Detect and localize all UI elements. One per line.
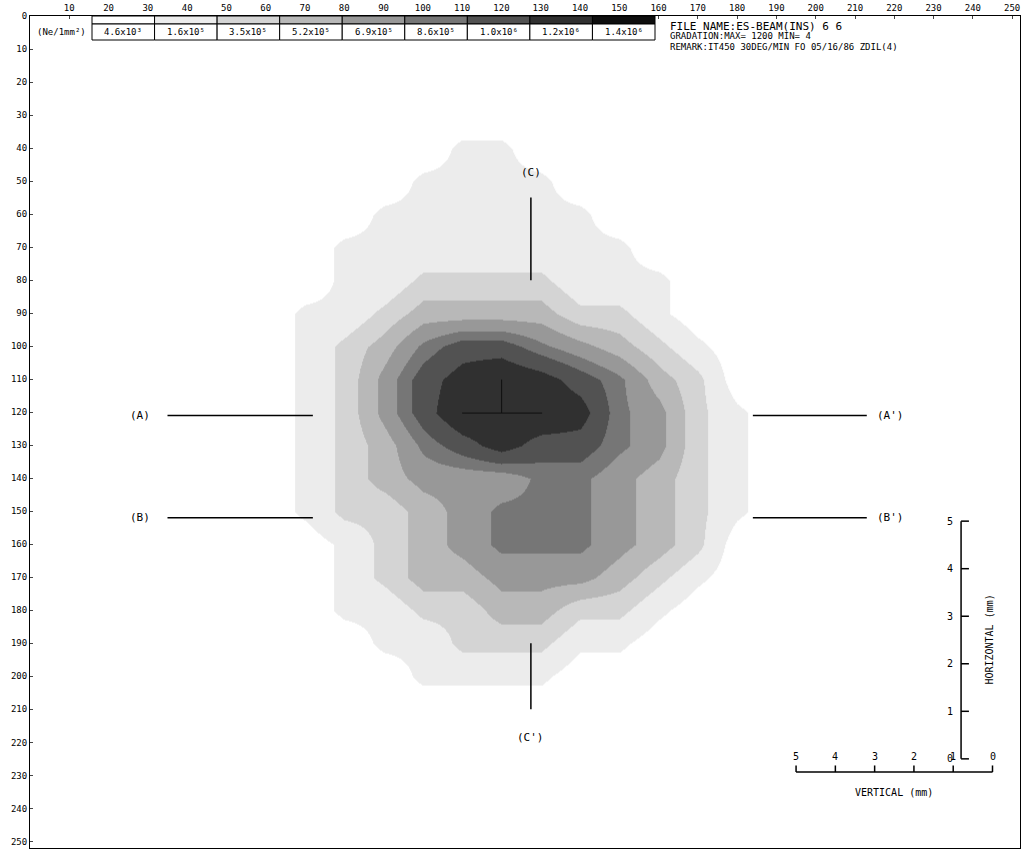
svg-text:5.2x10⁵: 5.2x10⁵ (292, 27, 330, 37)
svg-text:50: 50 (221, 3, 232, 13)
svg-text:140: 140 (572, 3, 588, 13)
svg-text:1.2x10⁶: 1.2x10⁶ (542, 27, 580, 37)
svg-text:(C): (C) (521, 166, 541, 179)
svg-text:130: 130 (11, 440, 27, 450)
svg-text:190: 190 (11, 638, 27, 648)
svg-text:30: 30 (16, 110, 27, 120)
svg-text:50: 50 (16, 176, 27, 186)
svg-text:200: 200 (11, 671, 27, 681)
svg-text:90: 90 (378, 3, 389, 13)
svg-text:90: 90 (16, 308, 27, 318)
svg-text:3.5x10⁵: 3.5x10⁵ (229, 27, 267, 37)
svg-text:230: 230 (11, 771, 27, 781)
svg-text:80: 80 (339, 3, 350, 13)
svg-text:220: 220 (11, 738, 27, 748)
svg-text:110: 110 (11, 374, 27, 384)
svg-text:70: 70 (300, 3, 311, 13)
svg-text:GRADATION:MAX= 1200 MIN= 4: GRADATION:MAX= 1200 MIN= 4 (670, 31, 811, 41)
svg-text:20: 20 (103, 3, 114, 13)
svg-text:(B'): (B') (877, 511, 904, 524)
svg-text:70: 70 (16, 242, 27, 252)
svg-text:(Ne/1mm²): (Ne/1mm²) (37, 27, 86, 37)
svg-text:230: 230 (925, 3, 941, 13)
svg-text:3: 3 (947, 611, 953, 622)
svg-text:210: 210 (847, 3, 863, 13)
svg-text:4: 4 (832, 751, 838, 762)
svg-text:8.6x10⁵: 8.6x10⁵ (417, 27, 455, 37)
svg-text:(A): (A) (130, 409, 150, 422)
svg-text:250: 250 (11, 837, 27, 847)
svg-text:60: 60 (16, 209, 27, 219)
svg-text:0: 0 (990, 751, 996, 762)
svg-text:200: 200 (808, 3, 824, 13)
svg-text:4.6x10³: 4.6x10³ (104, 27, 142, 37)
svg-text:2: 2 (911, 751, 917, 762)
svg-text:60: 60 (260, 3, 271, 13)
svg-text:4: 4 (947, 563, 953, 574)
svg-text:1.4x10⁶: 1.4x10⁶ (605, 27, 643, 37)
svg-text:40: 40 (16, 143, 27, 153)
svg-text:180: 180 (729, 3, 745, 13)
svg-text:0: 0 (22, 11, 27, 21)
svg-text:210: 210 (11, 704, 27, 714)
svg-text:190: 190 (768, 3, 784, 13)
svg-text:110: 110 (454, 3, 470, 13)
svg-text:240: 240 (965, 3, 981, 13)
svg-text:3: 3 (872, 751, 878, 762)
svg-text:120: 120 (493, 3, 509, 13)
svg-text:180: 180 (11, 605, 27, 615)
svg-text:VERTICAL (mm): VERTICAL (mm) (855, 787, 933, 798)
svg-text:150: 150 (611, 3, 627, 13)
svg-text:250: 250 (1004, 3, 1020, 13)
svg-text:220: 220 (886, 3, 902, 13)
svg-text:20: 20 (16, 77, 27, 87)
svg-text:(C'): (C') (517, 731, 544, 744)
svg-text:170: 170 (690, 3, 706, 13)
svg-text:6.9x10⁵: 6.9x10⁵ (355, 27, 393, 37)
svg-text:160: 160 (650, 3, 666, 13)
svg-text:30: 30 (142, 3, 153, 13)
svg-text:(B): (B) (130, 511, 150, 524)
svg-text:(A'): (A') (877, 409, 904, 422)
svg-text:160: 160 (11, 539, 27, 549)
svg-text:140: 140 (11, 473, 27, 483)
svg-text:1: 1 (947, 706, 953, 717)
svg-text:170: 170 (11, 572, 27, 582)
svg-text:HORIZONTAL (mm): HORIZONTAL (mm) (984, 594, 995, 684)
svg-text:0: 0 (947, 753, 953, 764)
svg-text:10: 10 (64, 3, 75, 13)
svg-text:240: 240 (11, 804, 27, 814)
svg-text:150: 150 (11, 506, 27, 516)
svg-text:5: 5 (793, 751, 799, 762)
svg-text:40: 40 (182, 3, 193, 13)
svg-text:1: 1 (950, 751, 956, 762)
svg-text:1.6x10⁵: 1.6x10⁵ (167, 27, 205, 37)
svg-text:2: 2 (947, 658, 953, 669)
svg-text:5: 5 (947, 516, 953, 527)
svg-text:100: 100 (11, 341, 27, 351)
svg-text:FILE NAME:ES-BEAM(INS) 6 6: FILE NAME:ES-BEAM(INS) 6 6 (670, 20, 842, 33)
svg-text:120: 120 (11, 407, 27, 417)
svg-text:REMARK:IT450 30DEG/MIN FO 05/1: REMARK:IT450 30DEG/MIN FO 05/16/86 ZDIL(… (670, 42, 898, 52)
svg-text:130: 130 (533, 3, 549, 13)
svg-text:80: 80 (16, 275, 27, 285)
svg-text:100: 100 (415, 3, 431, 13)
svg-text:1.0x10⁶: 1.0x10⁶ (480, 27, 518, 37)
svg-text:10: 10 (16, 44, 27, 54)
